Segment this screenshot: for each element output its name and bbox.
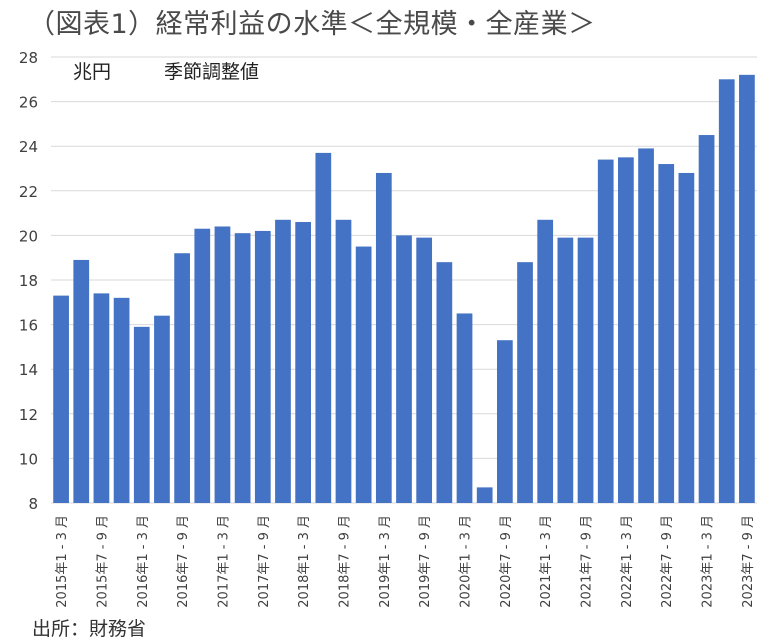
bar <box>718 79 735 504</box>
bar <box>315 152 332 503</box>
x-axis-tick-labels: 2015年1 - 3 月 2015年7 - 9 月 2016年1 - 3 月 2016… <box>55 515 756 608</box>
bar <box>73 259 90 503</box>
y-tick-label: 10 <box>19 450 38 468</box>
chart-title: （図表1）経常利益の水準＜全規模・全産業＞ <box>28 9 596 40</box>
x-tick-label: 2015年7 - 9 月 <box>95 515 110 608</box>
bar <box>436 262 453 503</box>
y-axis-tick-labels: 8 10 12 14 16 18 20 22 24 26 28 <box>19 49 38 513</box>
bar <box>53 295 69 503</box>
bars <box>53 74 755 504</box>
bar <box>577 237 594 503</box>
bar <box>456 313 473 503</box>
bar <box>254 230 271 503</box>
bar <box>93 293 110 503</box>
bar <box>739 74 755 503</box>
x-tick-label: 2022年7 - 9 月 <box>660 515 675 608</box>
bar <box>678 172 695 503</box>
bar <box>396 235 412 503</box>
bar <box>557 237 574 503</box>
bar <box>275 219 291 504</box>
y-tick-label: 20 <box>19 227 38 245</box>
x-tick-label: 2019年1 - 3 月 <box>378 515 393 608</box>
bar <box>638 148 654 503</box>
bar <box>618 157 634 503</box>
y-tick-label: 26 <box>19 94 38 112</box>
y-tick-label: 8 <box>28 495 38 513</box>
x-tick-label: 2021年1 - 3 月 <box>539 515 554 608</box>
bar <box>416 237 433 503</box>
bar <box>335 219 352 504</box>
seasonal-adjustment-label: 季節調整値 <box>164 61 259 83</box>
y-tick-label: 16 <box>19 317 38 335</box>
bar <box>154 315 170 503</box>
bar <box>133 326 150 503</box>
x-tick-label: 2016年1 - 3 月 <box>136 515 151 608</box>
y-tick-label: 22 <box>19 183 38 201</box>
bar <box>496 340 513 503</box>
x-tick-label: 2021年7 - 9 月 <box>580 515 595 608</box>
bar <box>194 228 211 503</box>
bar <box>234 233 251 504</box>
bar <box>174 253 190 503</box>
x-tick-label: 2017年7 - 9 月 <box>257 515 272 608</box>
x-tick-label: 2023年7 - 9 月 <box>741 515 756 608</box>
x-tick-label: 2018年1 - 3 月 <box>297 515 312 608</box>
x-tick-label: 2020年1 - 3 月 <box>459 515 474 608</box>
unit-label: 兆円 <box>73 61 111 83</box>
x-tick-label: 2015年1 - 3 月 <box>55 515 70 608</box>
x-tick-label: 2018年7 - 9 月 <box>337 515 352 608</box>
y-tick-label: 28 <box>19 49 38 67</box>
bar <box>214 226 231 504</box>
bar <box>113 297 130 503</box>
y-tick-label: 18 <box>19 272 38 290</box>
x-tick-label: 2017年1 - 3 月 <box>216 515 231 608</box>
bar <box>698 135 715 504</box>
bar <box>597 159 614 503</box>
bar <box>375 172 392 503</box>
x-tick-label: 2020年7 - 9 月 <box>499 515 514 608</box>
x-tick-label: 2023年1 - 3 月 <box>701 515 716 608</box>
bar <box>517 262 533 503</box>
y-tick-label: 12 <box>19 406 38 424</box>
x-tick-label: 2022年1 - 3 月 <box>620 515 635 608</box>
bar <box>537 219 554 504</box>
x-tick-label: 2019年7 - 9 月 <box>418 515 433 608</box>
y-tick-label: 24 <box>19 138 38 156</box>
y-tick-label: 14 <box>19 361 38 379</box>
x-tick-label: 2016年7 - 9 月 <box>176 515 191 608</box>
source-note: 出所：財務省 <box>32 618 147 640</box>
bar <box>476 487 493 503</box>
bar <box>658 164 675 504</box>
bar <box>355 246 372 504</box>
bar <box>295 222 312 503</box>
